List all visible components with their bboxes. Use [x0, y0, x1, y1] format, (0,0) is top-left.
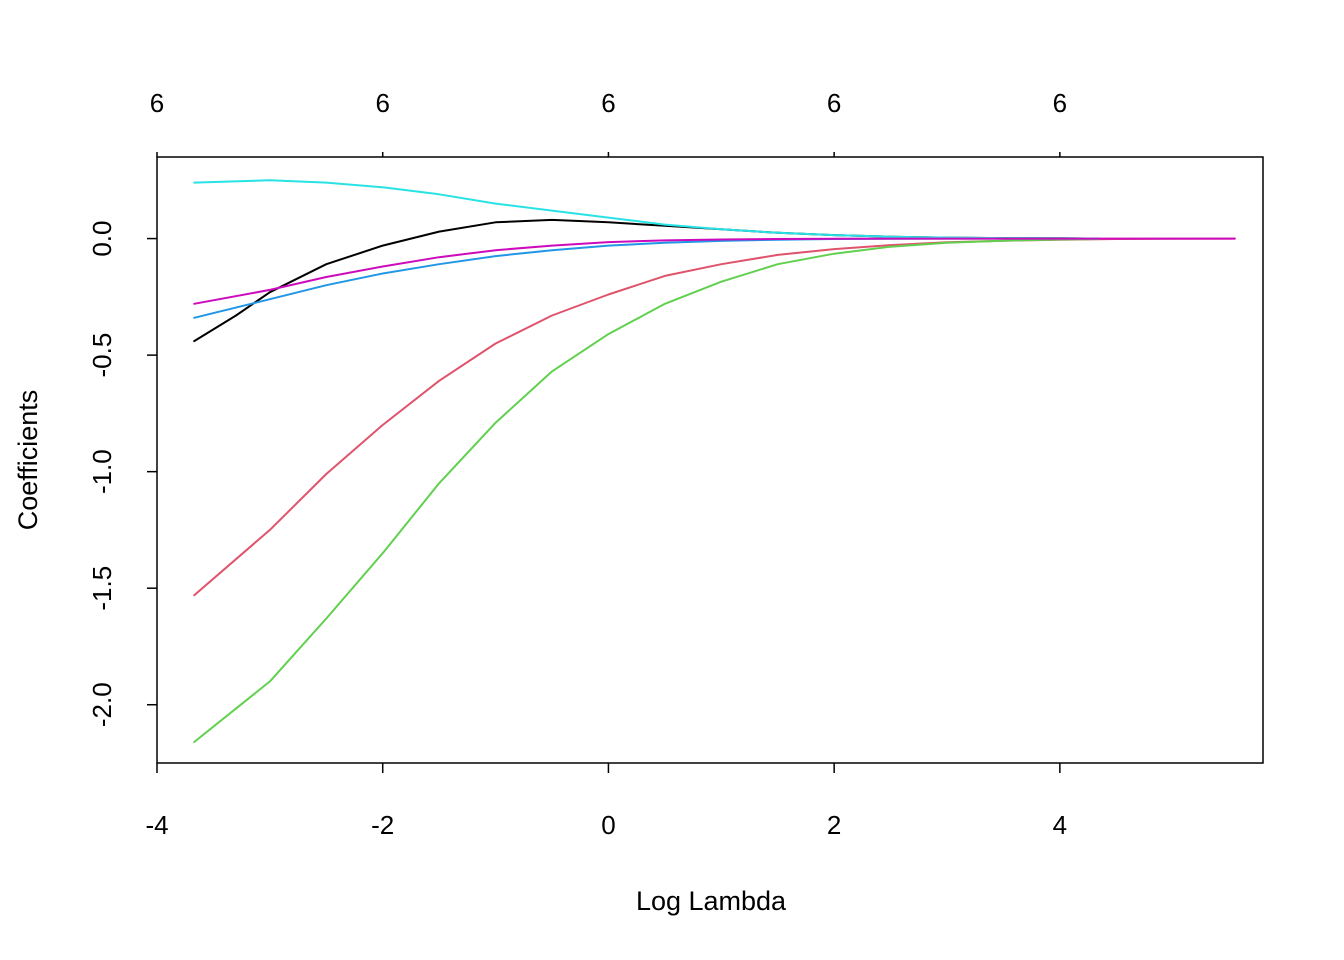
top-tick-label: 6	[375, 88, 389, 118]
x-tick-label: 4	[1053, 810, 1067, 840]
axis-layer: -4 -2 0 2 4 6 6 6 6 6 -2.0 -1.5 -1.0 -0.5 0.0	[87, 88, 1067, 840]
top-tick-label: 6	[1053, 88, 1067, 118]
series-line-3	[193, 238, 1101, 743]
y-axis-title: Coefficients	[13, 390, 43, 531]
y-tick-label: -1.0	[87, 449, 117, 494]
x-tick-label: -2	[371, 810, 394, 840]
x-tick-label: 0	[601, 810, 615, 840]
top-tick-label: 6	[601, 88, 615, 118]
y-tick-label: -0.5	[87, 333, 117, 378]
series-layer	[193, 179, 1236, 743]
y-tick-label: -1.5	[87, 566, 117, 611]
top-tick-label: 6	[827, 88, 841, 118]
plot-frame	[156, 156, 1264, 764]
y-tick-label: -2.0	[87, 682, 117, 727]
x-axis-title: Log Lambda	[636, 886, 787, 916]
top-tick-label: 6	[150, 88, 164, 118]
x-tick-label: -4	[145, 810, 168, 840]
y-tick-label: 0.0	[87, 220, 117, 256]
x-tick-label: 2	[827, 810, 841, 840]
series-line-6	[193, 237, 1236, 305]
